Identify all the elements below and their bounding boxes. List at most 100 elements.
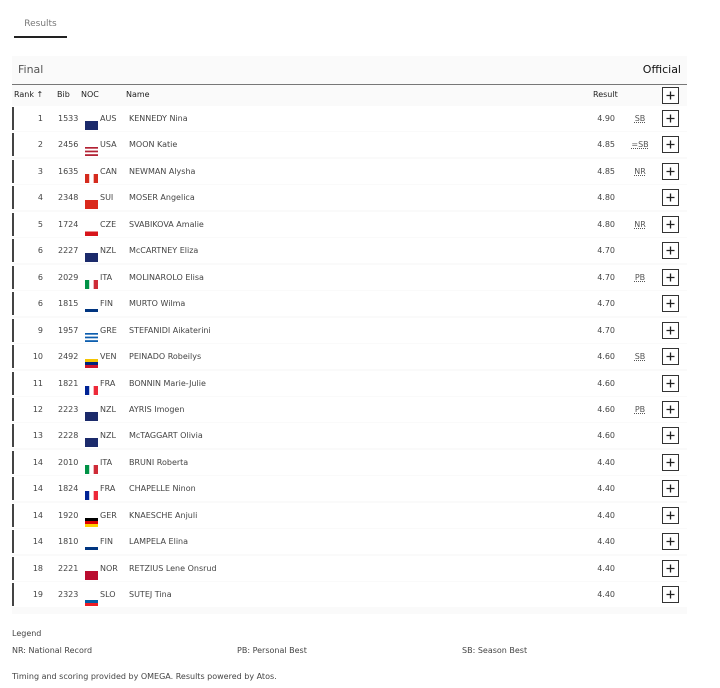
legend-item: NR: National Record xyxy=(12,646,92,655)
expand-button[interactable] xyxy=(662,136,679,154)
bib: 1957 xyxy=(58,325,79,335)
athlete-name[interactable]: MOLINAROLO Elisa xyxy=(129,272,204,282)
flag-stripe xyxy=(85,253,98,263)
expand-button[interactable] xyxy=(662,559,679,577)
expand-button[interactable] xyxy=(662,295,679,313)
expand-button[interactable] xyxy=(662,110,679,127)
flag-icon xyxy=(85,253,98,263)
expand-button[interactable] xyxy=(662,242,679,260)
flag xyxy=(85,194,98,210)
expand-all-button[interactable] xyxy=(662,87,679,104)
bib: 2456 xyxy=(58,140,79,150)
flag-stripe xyxy=(89,173,94,183)
athlete-name[interactable]: LAMPELA Elina xyxy=(129,537,189,547)
athlete-name[interactable]: MOON Katie xyxy=(129,140,178,150)
rank: 19 xyxy=(32,590,43,600)
plus-icon xyxy=(666,537,675,546)
athlete-name[interactable]: McCARTNEY Eliza xyxy=(129,246,199,256)
flag-stripe xyxy=(89,464,94,474)
expand-button[interactable] xyxy=(662,162,679,180)
result: 4.90 xyxy=(597,114,615,123)
row-marker xyxy=(12,212,14,236)
header-rank[interactable]: Rank ↑ xyxy=(14,90,44,99)
noc: GER xyxy=(100,510,117,520)
bib: 2227 xyxy=(58,246,79,256)
expand-button[interactable] xyxy=(662,321,679,339)
flag xyxy=(85,591,98,607)
flag-stripe xyxy=(85,332,98,335)
athlete-name[interactable]: BRUNI Roberta xyxy=(129,457,189,467)
rank: 5 xyxy=(37,219,43,229)
athlete-name[interactable]: KNAESCHE Anjuli xyxy=(129,510,198,520)
expand-button[interactable] xyxy=(662,480,679,498)
row-marker xyxy=(12,583,14,607)
rank: 4 xyxy=(37,193,43,203)
athlete-name[interactable]: MURTO Wilma xyxy=(129,299,186,309)
athlete-name[interactable]: MOSER Angelica xyxy=(129,193,195,203)
plus-icon xyxy=(666,114,675,123)
row-marker xyxy=(12,450,14,474)
flag-stripe xyxy=(85,359,98,363)
row-marker xyxy=(12,345,14,369)
flag-icon xyxy=(85,464,98,474)
flag xyxy=(85,380,98,395)
flag-stripe xyxy=(85,544,98,548)
athlete-name[interactable]: SUTEJ Tina xyxy=(129,590,172,600)
athlete-name[interactable]: SVABIKOVA Amalie xyxy=(129,219,204,229)
flag-stripe xyxy=(85,279,90,289)
result: 4.60 xyxy=(597,378,615,388)
noc: NZL xyxy=(100,246,116,256)
noc: AUS xyxy=(100,114,117,123)
expand-button[interactable] xyxy=(662,215,679,233)
expand-button[interactable] xyxy=(662,268,679,286)
tab[interactable]: Results xyxy=(24,19,57,29)
noc: FIN xyxy=(100,299,113,309)
plus-icon xyxy=(666,564,675,573)
flag-stripe xyxy=(85,550,98,554)
header-bib: Bib xyxy=(57,90,70,99)
rank: 3 xyxy=(37,166,43,176)
athlete-name[interactable]: STEFANIDI Aikaterini xyxy=(129,325,211,335)
athlete-name[interactable]: AYRIS Imogen xyxy=(129,404,185,414)
expand-button[interactable] xyxy=(662,427,679,445)
legend-item: SB: Season Best xyxy=(462,646,527,655)
athlete-name[interactable]: NEWMAN Alysha xyxy=(129,166,196,176)
flag xyxy=(85,565,98,580)
flag xyxy=(85,221,98,236)
expand-button[interactable] xyxy=(662,506,679,524)
rank: 6 xyxy=(37,272,43,282)
flag-stripe xyxy=(85,362,98,366)
bib: 1815 xyxy=(58,299,79,309)
plus-icon xyxy=(666,246,675,255)
flag-stripe xyxy=(85,147,98,150)
flag-stripe xyxy=(93,464,98,474)
row xyxy=(12,555,687,581)
plus-icon xyxy=(666,405,675,414)
result: 4.80 xyxy=(597,193,615,203)
plus-icon xyxy=(666,220,675,229)
athlete-name[interactable]: BONNIN Marie-Julie xyxy=(129,378,206,388)
flag-stripe xyxy=(85,226,98,232)
athlete-name[interactable]: PEINADO Robeilys xyxy=(129,352,202,362)
flag-stripe xyxy=(85,520,98,524)
flag-stripe xyxy=(85,149,98,152)
athlete-name[interactable]: RETZIUS Lene Onsrud xyxy=(129,563,217,573)
expand-button[interactable] xyxy=(662,400,679,418)
expand-button[interactable] xyxy=(662,374,679,392)
flag-icon xyxy=(85,359,98,369)
flag-icon xyxy=(85,491,98,501)
expand-button[interactable] xyxy=(662,453,679,471)
noc: FIN xyxy=(100,537,113,547)
expand-button[interactable] xyxy=(662,348,679,366)
athlete-name[interactable]: CHAPELLE Ninon xyxy=(129,484,196,494)
athlete-name[interactable]: McTAGGART Olivia xyxy=(129,431,203,441)
row-marker xyxy=(12,530,14,554)
row xyxy=(12,476,687,502)
expand-button[interactable] xyxy=(662,533,679,551)
record: =SB xyxy=(631,140,649,150)
expand-button[interactable] xyxy=(662,586,679,604)
flag-icon xyxy=(85,517,98,527)
expand-button[interactable] xyxy=(662,189,679,207)
legend-code: PB: xyxy=(237,646,251,655)
athlete-name[interactable]: KENNEDY Nina xyxy=(129,114,188,123)
